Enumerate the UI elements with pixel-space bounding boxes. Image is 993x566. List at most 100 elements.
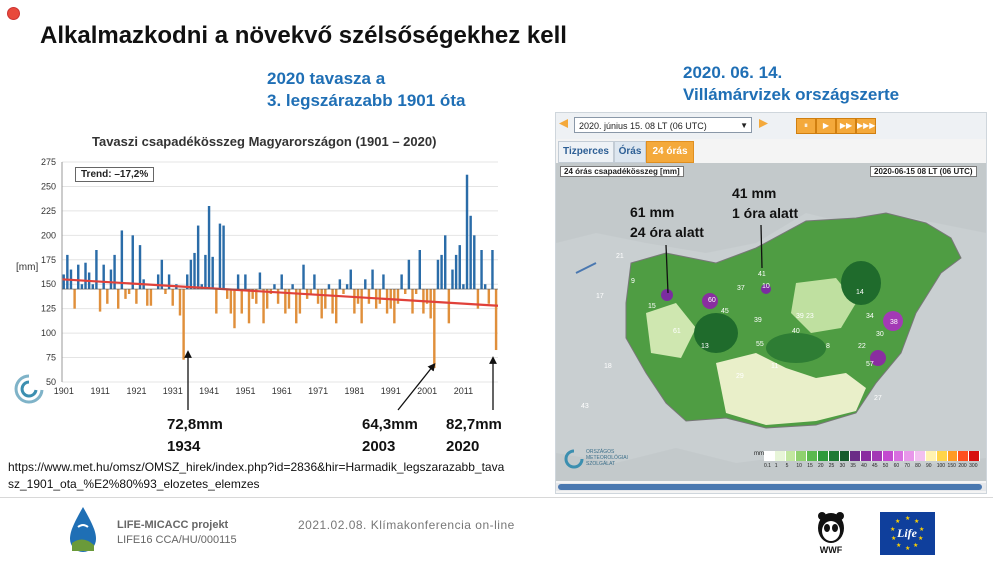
bar-1909 — [91, 284, 94, 290]
annotation-2003-value: 64,3mm — [362, 416, 418, 433]
bar-1974 — [327, 284, 331, 290]
legend-label: 30 — [839, 463, 846, 469]
y-tick-label: 75 — [46, 353, 56, 363]
annotation-arrows — [184, 350, 497, 411]
horizontal-scrollbar[interactable] — [556, 483, 986, 491]
life-micacc-logo-icon — [70, 507, 96, 552]
x-tick-label: 1951 — [235, 386, 255, 396]
bar-1964 — [291, 284, 294, 290]
legend-swatch — [774, 451, 786, 461]
bar-1960 — [276, 289, 280, 304]
bar-1921 — [135, 289, 138, 304]
legend-label: 20 — [817, 463, 824, 469]
x-tick-label: 1971 — [308, 386, 328, 396]
next-arrow-icon[interactable] — [759, 119, 768, 128]
station-value: 23 — [806, 313, 814, 320]
svg-text:★: ★ — [890, 526, 895, 533]
play-button[interactable]: ▶ — [816, 118, 836, 134]
bar-2006 — [444, 235, 447, 290]
bar-1919 — [127, 289, 131, 294]
station-value: 57 — [866, 361, 874, 368]
prev-arrow-icon[interactable] — [559, 119, 568, 128]
bar-2004 — [436, 259, 440, 290]
y-tick-label: 150 — [41, 279, 56, 289]
bar-1999 — [418, 250, 421, 290]
bar-1977 — [338, 279, 342, 290]
legend-swatch — [936, 451, 948, 461]
bar-1989 — [382, 274, 385, 290]
svg-text:★: ★ — [905, 515, 910, 522]
station-value: 41 — [758, 271, 766, 278]
eu-stars-icon: ★ ★★★ ★★★★ ★★ — [890, 515, 924, 552]
fast-forward-button[interactable]: ▶▶ — [836, 118, 856, 134]
y-tick-label: 125 — [41, 304, 56, 314]
last-frame-button[interactable]: ▶▶▶ — [856, 118, 876, 134]
bar-1902 — [66, 254, 69, 290]
tab-tizperces[interactable]: Tizperces — [558, 141, 614, 163]
bar-1907 — [84, 262, 87, 290]
station-value: 40 — [792, 328, 800, 335]
bar-1944 — [218, 223, 222, 290]
bar-1916 — [117, 289, 120, 309]
bar-1914 — [109, 269, 113, 290]
bar-2008 — [451, 269, 454, 290]
bar-1943 — [215, 289, 218, 314]
x-tick-label: 1961 — [272, 386, 292, 396]
bar-1951 — [244, 274, 247, 290]
bar-1956 — [262, 289, 265, 324]
bar-1965 — [295, 289, 298, 324]
legend-swatch — [828, 451, 840, 461]
legend-swatch — [947, 451, 959, 461]
bar-2017 — [483, 284, 487, 290]
radar-map[interactable]: 24 órás csapadékösszeg [mm] 2020-06-15 0… — [556, 163, 986, 481]
annotation-1934-year: 1934 — [167, 438, 201, 455]
bar-2010 — [458, 245, 461, 290]
bar-1912 — [102, 264, 105, 290]
legend-label: 200 — [958, 463, 967, 469]
omsz-logo: ORSZÁGOS METEOROLÓGIAI SZOLGÁLAT — [564, 445, 628, 475]
bar-1924 — [146, 289, 149, 306]
svg-text:★: ★ — [913, 542, 918, 549]
tab-24-oras[interactable]: 24 órás — [646, 141, 694, 163]
bar-1948 — [233, 289, 236, 329]
station-value: 9 — [631, 278, 635, 285]
station-value: 55 — [756, 341, 764, 348]
annotation-2020-value: 82,7mm — [446, 416, 502, 433]
bar-1994 — [400, 274, 403, 290]
bar-1910 — [95, 250, 98, 290]
bar-2018 — [487, 289, 491, 304]
legend-swatch — [764, 451, 775, 461]
legend-label: 1 — [774, 463, 778, 469]
scrollbar-thumb[interactable] — [558, 484, 982, 490]
bar-1957 — [265, 289, 269, 309]
bar-1990 — [385, 289, 389, 314]
map-color-legend — [764, 451, 980, 461]
bar-1980 — [349, 269, 352, 290]
legend-swatch — [893, 451, 905, 461]
bar-1996 — [407, 259, 411, 290]
station-value: 15 — [648, 303, 656, 310]
map-annotation-arrows — [665, 224, 763, 294]
bar-1975 — [331, 289, 334, 314]
map-annotation-41mm: 41 mm — [732, 185, 777, 201]
bar-1986 — [371, 269, 374, 290]
tab-oras[interactable]: Órás — [614, 141, 646, 163]
source-link[interactable]: https://www.met.hu/omsz/OMSZ_hirek/index… — [8, 460, 505, 491]
x-tick-label: 1921 — [126, 386, 146, 396]
pause-button[interactable]: ⏸ — [796, 118, 816, 134]
bar-1955 — [258, 272, 262, 290]
trend-line — [61, 278, 499, 307]
map-annotation-61mm: 61 mm — [630, 204, 675, 220]
station-value: 61 — [673, 328, 681, 335]
date-select[interactable]: 2020. június 15. 08 LT (06 UTC) ▼ — [574, 117, 752, 133]
bar-1962 — [284, 289, 287, 314]
legend-swatch — [850, 451, 862, 461]
bar-1967 — [302, 264, 305, 290]
bar-1983 — [360, 289, 363, 324]
bar-1978 — [342, 289, 345, 294]
svg-text:★: ★ — [905, 545, 910, 552]
bar-1933 — [178, 289, 182, 316]
bar-2020 — [494, 289, 498, 351]
station-value: 38 — [890, 319, 898, 326]
